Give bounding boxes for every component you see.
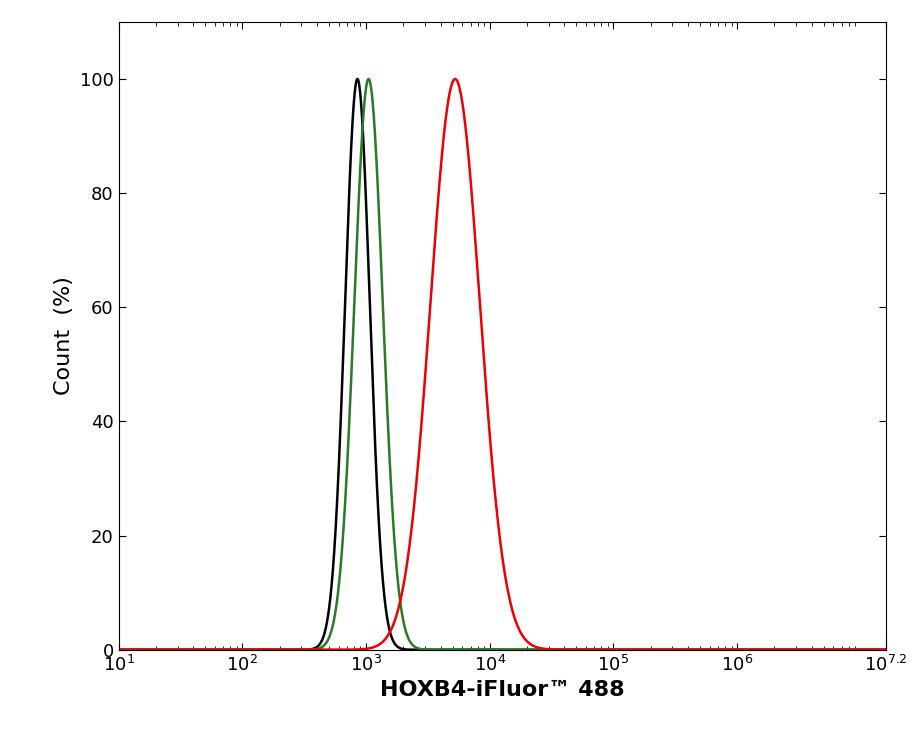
Y-axis label: Count  (%): Count (%)	[55, 277, 74, 395]
X-axis label: HOXB4-iFluor™ 488: HOXB4-iFluor™ 488	[380, 680, 624, 700]
